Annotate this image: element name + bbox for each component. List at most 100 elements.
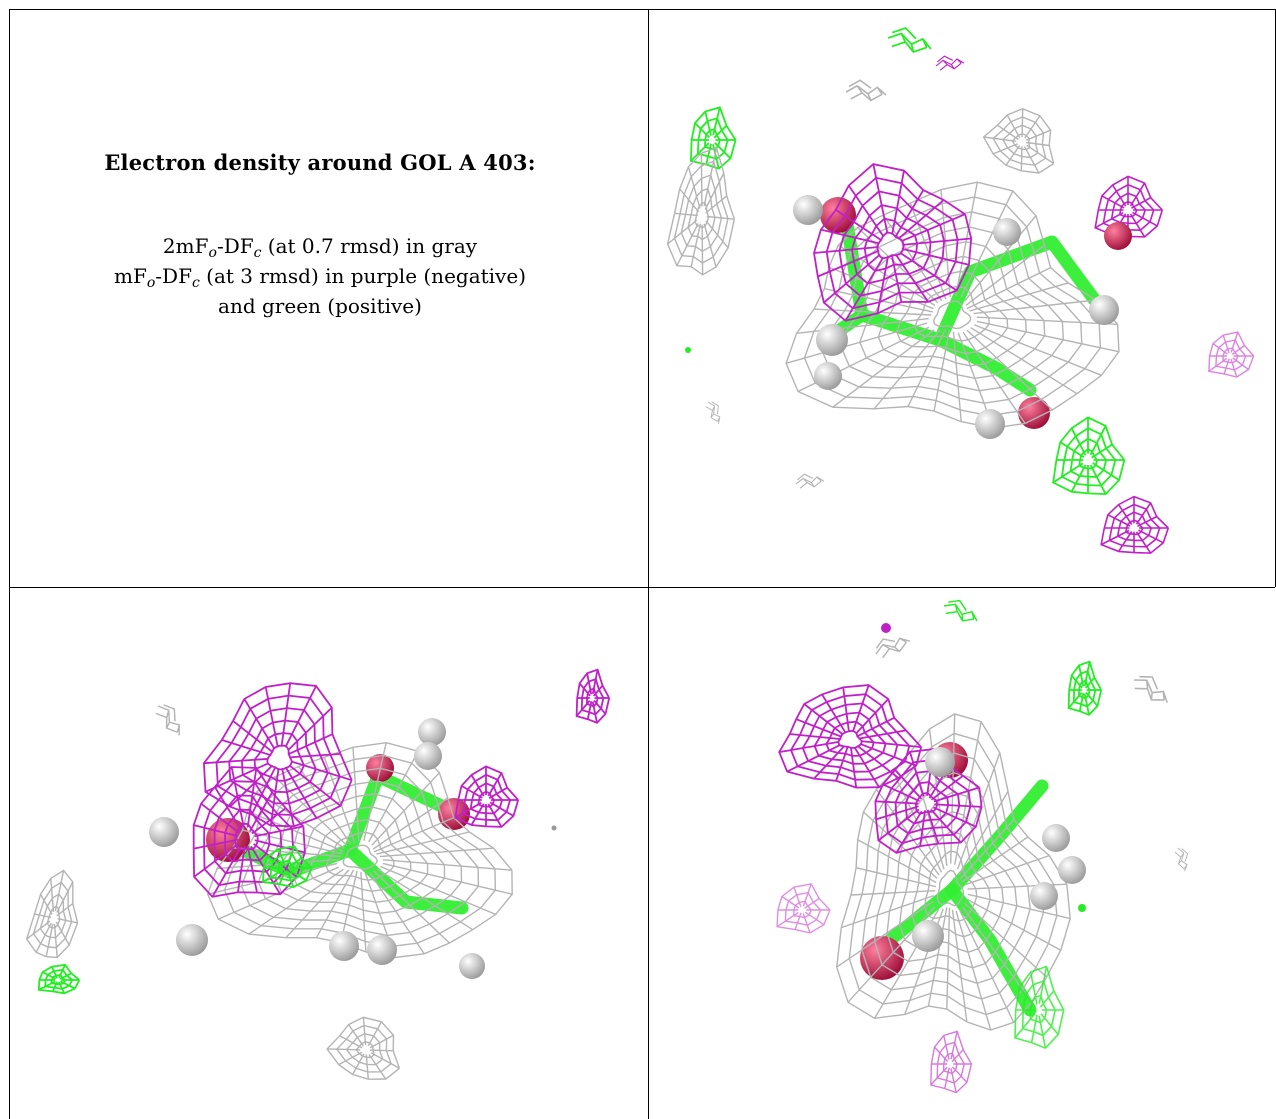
- fofc-negative-right-mesh-spoke: [487, 803, 503, 828]
- density-view-bottom-left: [10, 590, 648, 1119]
- fofc-negative-mesh-spoke: [586, 673, 593, 695]
- fofc-negative-faint-mesh-spoke: [950, 1031, 958, 1060]
- 2fofc-main-mesh-spoke: [340, 870, 358, 943]
- fofc-negative-upper-mesh-spoke: [855, 698, 889, 735]
- 2fofc-main-mesh-spoke: [969, 282, 1069, 312]
- caption-cell: Electron density around GOL A 403: 2mFo-…: [20, 150, 620, 321]
- caption-line-fofc: mFo-DFc (at 3 rmsd) in purple (negative): [20, 261, 620, 291]
- hydrogen-atom: [816, 324, 848, 356]
- 2fofc-fragment-sticks: [845, 79, 887, 102]
- 2fofc-small-mesh-ring: [1001, 124, 1039, 159]
- 2fofc-main-mesh-spoke: [373, 816, 454, 853]
- hydrogen-atom: [418, 718, 446, 746]
- fofc-negative-upper-mesh-spoke: [851, 684, 870, 733]
- ligand-bond: [883, 779, 1049, 947]
- fofc-positive-mesh: [1067, 660, 1103, 716]
- fofc-negative-upper-mesh-spoke: [280, 683, 292, 747]
- fofc-negative-mesh-spoke: [1111, 184, 1127, 207]
- 2fofc-main-mesh-spoke: [967, 893, 1071, 920]
- fofc-negative-upper-mesh-spoke: [250, 766, 277, 815]
- fofc-negative-upper-mesh-spoke: [221, 739, 272, 757]
- 2fofc-fragment-sticks: [1174, 847, 1189, 872]
- fofc-negative-faint-mesh-spoke: [933, 1046, 949, 1062]
- fofc-negative-main-mesh-spoke: [894, 189, 925, 239]
- fofc-negative-mid-mesh-spoke: [933, 806, 977, 828]
- fofc-negative-main-mesh-spoke: [813, 246, 879, 254]
- fofc-negative-left-mesh-spoke: [230, 766, 245, 828]
- 2fofc-fragment: [875, 637, 911, 659]
- 2fofc-small-mesh-spoke: [1026, 129, 1051, 141]
- fofc-negative-faint-mesh-spoke: [776, 911, 799, 928]
- fofc-negative-right-mesh: [454, 765, 520, 828]
- 2fofc-left-mesh-spoke: [55, 921, 70, 946]
- fofc-positive-mesh: [262, 845, 313, 888]
- 2fofc-left-mesh-spoke: [26, 920, 51, 940]
- hydrogen-atom: [1030, 882, 1058, 910]
- oxygen-atom: [1018, 397, 1050, 429]
- fofc-negative-mid-mesh-spoke: [877, 808, 920, 842]
- fofc-negative-upper-mesh-spoke: [243, 698, 276, 750]
- fofc-negative-left-mesh-spoke: [200, 802, 240, 834]
- caption-line-positive: and green (positive): [218, 294, 422, 318]
- 2fofc-main-mesh-spoke: [836, 901, 934, 968]
- fofc-negative-lower-mesh-spoke: [1117, 531, 1133, 552]
- fofc-negative-mid-mesh-spoke: [919, 810, 926, 847]
- 2fofc-left-mesh-spoke: [57, 918, 78, 924]
- hydrogen-atom: [1058, 856, 1086, 884]
- fofc-negative-left-mesh-spoke: [246, 767, 258, 828]
- fofc-negative-upper-mesh-spoke: [289, 753, 341, 759]
- fofc-positive-mesh-spoke: [50, 966, 58, 979]
- 2fofc-main-mesh-spoke: [933, 330, 950, 412]
- fofc-negative-main-mesh-spoke: [900, 213, 966, 243]
- fofc-positive-mesh-spoke: [714, 142, 732, 160]
- oxygen-atom: [1104, 222, 1132, 250]
- 2fofc-left-mesh-spoke: [667, 219, 698, 245]
- fofc-positive-mesh-spoke: [690, 142, 710, 162]
- 2fofc-small-mesh: [982, 107, 1055, 174]
- fofc-negative-left-mesh-spoke: [250, 845, 282, 895]
- fofc-negative-right-mesh-spoke: [489, 801, 514, 817]
- fofc-positive-main-mesh-spoke: [1091, 443, 1113, 459]
- 2fofc-main-mesh-spoke: [909, 202, 947, 300]
- fofc-positive-mesh: [37, 963, 81, 995]
- fofc-negative-upper-mesh-spoke: [287, 706, 333, 752]
- fofc-negative-mid-mesh-spoke: [926, 809, 940, 844]
- fofc-negative-main-mesh-spoke: [890, 254, 903, 303]
- fofc-negative-main-mesh-spoke: [891, 170, 905, 235]
- fofc-negative-lower-mesh-spoke: [1138, 529, 1164, 544]
- fofc-positive-fragment: [943, 599, 978, 622]
- 2fofc-bottom-mesh-spoke: [362, 1017, 367, 1046]
- fofc-negative-faint-mesh-spoke: [804, 897, 820, 909]
- 2fofc-left-mesh-spoke: [54, 870, 65, 912]
- fofc-positive-lower-mesh-spoke: [1030, 1014, 1038, 1043]
- 2fofc-left-mesh: [666, 146, 735, 276]
- 2fofc-main-mesh-spoke: [976, 320, 1120, 353]
- fofc-negative-upper-mesh-spoke: [281, 768, 295, 827]
- 2fofc-fragment: [705, 401, 721, 424]
- fofc-negative-mesh-spoke: [1101, 195, 1125, 209]
- 2fofc-small-mesh-spoke: [1005, 145, 1021, 166]
- fofc-positive-mesh-spoke: [287, 857, 303, 868]
- 2fofc-main-mesh-spoke: [857, 839, 937, 884]
- 2fofc-fragment: [795, 473, 825, 489]
- fofc-positive-lower-mesh-spoke: [1029, 971, 1038, 1005]
- 2fofc-bottom-mesh: [326, 1016, 401, 1080]
- 2fofc-fragment-sticks: [155, 704, 181, 736]
- fofc-positive-main-mesh-spoke: [1089, 464, 1107, 495]
- fofc-positive-mesh-spoke: [1078, 665, 1085, 687]
- fofc-negative-mid-mesh-spoke: [875, 800, 919, 805]
- fofc-negative-left-mesh-spoke: [193, 843, 239, 878]
- 2fofc-main-mesh-spoke: [323, 756, 356, 844]
- oxygen-atom: [438, 798, 470, 830]
- 2fofc-main-mesh-spoke: [371, 772, 440, 846]
- 2fofc-small-mesh-spoke: [1026, 141, 1050, 147]
- 2fofc-small-mesh-spoke: [1006, 114, 1021, 139]
- 2fofc-left-mesh-spoke: [34, 913, 52, 919]
- 2fofc-main-mesh: [835, 713, 1071, 1031]
- fofc-negative-upper-mesh-spoke: [203, 757, 269, 765]
- fofc-negative-upper-mesh-spoke: [853, 746, 880, 788]
- fofc-positive-mesh-spoke: [1085, 691, 1099, 707]
- 2fofc-main-mesh-spoke: [959, 819, 1015, 880]
- 2fofc-left-mesh-spoke: [676, 223, 699, 267]
- fofc-positive-main-mesh-spoke: [1089, 425, 1107, 456]
